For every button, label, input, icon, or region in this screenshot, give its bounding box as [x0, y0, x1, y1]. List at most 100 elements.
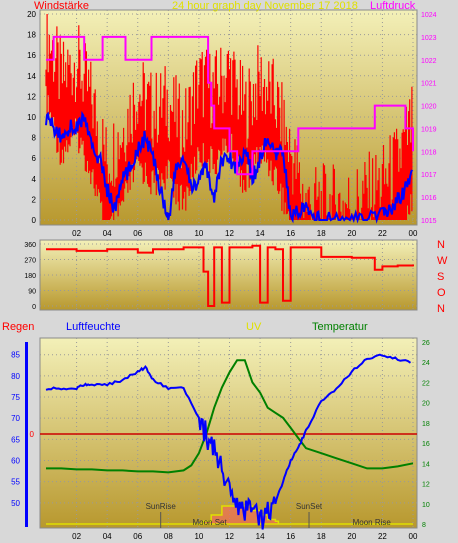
wind-x-tick-label: 20 — [347, 229, 356, 238]
pressure-series — [46, 35, 414, 176]
pressure-y-tick-label: 1022 — [421, 58, 437, 65]
pressure-y-tick-label: 1017 — [421, 172, 437, 179]
temperature-series — [46, 359, 414, 474]
annotation-label: Moon Rise — [353, 518, 392, 527]
climate-ticks: 02 04 06 08 10 12 14 16 18 20 22 005055606570758085… — [11, 340, 430, 541]
pressure-y-tick-label: 1015 — [421, 218, 437, 225]
climate-x-tick-label: 12 — [225, 532, 234, 541]
annotation-label: SunSet — [296, 502, 323, 511]
direction-y-tick-label: 270 — [24, 258, 36, 265]
temperature-y-tick-label: 16 — [422, 441, 430, 448]
climate-x-tick-label: 06 — [133, 532, 142, 541]
wind-x-tick-label: 22 — [378, 229, 387, 238]
humidity-y-tick-label: 55 — [11, 478, 20, 487]
wind-x-tick-label: 10 — [194, 229, 203, 238]
wind-speed-blue-series — [45, 110, 413, 224]
climate-x-tick-label: 20 — [347, 532, 356, 541]
temperatur-label: Temperatur — [312, 321, 368, 333]
wind-ticks: 02 04 06 08 10 12 14 16 18 20 22 000246810121416182… — [27, 10, 437, 238]
humidity-y-tick-label: 75 — [11, 393, 20, 402]
humidity-axis-bar — [25, 342, 28, 527]
temperature-y-tick-label: 10 — [422, 502, 430, 509]
pressure-y-tick-label: 1021 — [421, 81, 437, 88]
pressure-y-tick-label: 1019 — [421, 126, 437, 133]
wind-x-tick-label: 04 — [103, 229, 112, 238]
climate-x-tick-label: 16 — [286, 532, 295, 541]
wind-x-tick-label: 06 — [133, 229, 142, 238]
humidity-y-tick-label: 60 — [11, 457, 20, 466]
annotation-label: Moon Set — [192, 518, 227, 527]
annotation-label: SunRise — [146, 502, 177, 511]
humidity-y-tick-label: 50 — [11, 499, 20, 508]
rain-zero-label: 0 — [30, 430, 35, 439]
wind-x-tick-label: 08 — [164, 229, 173, 238]
wind-x-tick-label: 00 — [409, 229, 418, 238]
direction-y-tick-label: 180 — [24, 273, 36, 280]
uv-label: UV — [246, 321, 262, 333]
temperature-y-tick-label: 22 — [422, 380, 430, 387]
climate-x-tick-label: 18 — [317, 532, 326, 541]
wind-y-tick-label: 8 — [32, 134, 37, 143]
wind-speed-red-series — [45, 14, 413, 220]
wind-y-tick-label: 12 — [27, 92, 36, 101]
temperature-y-tick-label: 20 — [422, 401, 430, 408]
wind-y-tick-label: 10 — [27, 113, 36, 122]
compass-label: S — [437, 271, 444, 283]
wind-y-tick-label: 18 — [27, 31, 36, 40]
pressure-y-tick-label: 1018 — [421, 149, 437, 156]
wind-series — [45, 14, 414, 224]
temperature-y-tick-label: 8 — [422, 522, 426, 529]
compass-label: W — [437, 255, 448, 267]
wind-y-tick-label: 16 — [27, 51, 36, 60]
wind-x-tick-label: 12 — [225, 229, 234, 238]
wind-y-tick-label: 0 — [32, 216, 37, 225]
pressure-y-tick-label: 1023 — [421, 35, 437, 42]
humidity-series — [45, 353, 412, 530]
direction-y-tick-label: 0 — [32, 304, 36, 311]
pressure-y-tick-label: 1016 — [421, 195, 437, 202]
humidity-y-tick-label: 85 — [11, 351, 20, 360]
temperature-y-tick-label: 12 — [422, 482, 430, 489]
direction-y-tick-label: 360 — [24, 242, 36, 249]
wind-y-tick-label: 4 — [32, 175, 37, 184]
climate-x-tick-label: 04 — [103, 532, 112, 541]
wind-x-tick-label: 16 — [286, 229, 295, 238]
direction-y-tick-label: 90 — [28, 289, 36, 296]
compass-label: N — [437, 239, 445, 251]
temperature-y-tick-label: 24 — [422, 360, 430, 367]
climate-x-tick-label: 10 — [194, 532, 203, 541]
wind-direction-series — [46, 244, 414, 307]
climate-x-tick-label: 02 — [72, 532, 81, 541]
wind-x-tick-label: 14 — [256, 229, 265, 238]
compass-label: N — [437, 303, 445, 315]
wind-y-tick-label: 2 — [32, 195, 37, 204]
regen-label: Regen — [2, 321, 34, 333]
wind-x-tick-label: 18 — [317, 229, 326, 238]
temperature-y-tick-label: 26 — [422, 340, 430, 347]
pressure-y-tick-label: 1020 — [421, 104, 437, 111]
compass-label: O — [437, 287, 446, 299]
windstaerke-label: Windstärke — [34, 0, 89, 12]
wind-y-tick-label: 6 — [32, 154, 37, 163]
climate-x-tick-label: 14 — [256, 532, 265, 541]
climate-x-tick-label: 08 — [164, 532, 173, 541]
chart-title: 24 hour graph day November 17 2018 — [172, 0, 358, 12]
direction-series — [46, 244, 414, 307]
temperature-y-tick-label: 14 — [422, 461, 430, 468]
humidity-y-tick-label: 70 — [11, 414, 20, 423]
luftfeuchte-label: Luftfeuchte — [66, 321, 120, 333]
climate-series: SunRise Moon Set SunSet Moon Rise — [45, 353, 414, 530]
climate-x-tick-label: 22 — [378, 532, 387, 541]
wind-y-tick-label: 20 — [27, 10, 36, 19]
humidity-y-tick-label: 80 — [11, 372, 20, 381]
humidity-y-tick-label: 65 — [11, 435, 20, 444]
climate-panel-background — [39, 337, 418, 529]
pressure-y-tick-label: 1024 — [421, 12, 437, 19]
temperature-y-tick-label: 18 — [422, 421, 430, 428]
wind-x-tick-label: 02 — [72, 229, 81, 238]
wind-y-tick-label: 14 — [27, 72, 36, 81]
climate-x-tick-label: 00 — [409, 532, 418, 541]
